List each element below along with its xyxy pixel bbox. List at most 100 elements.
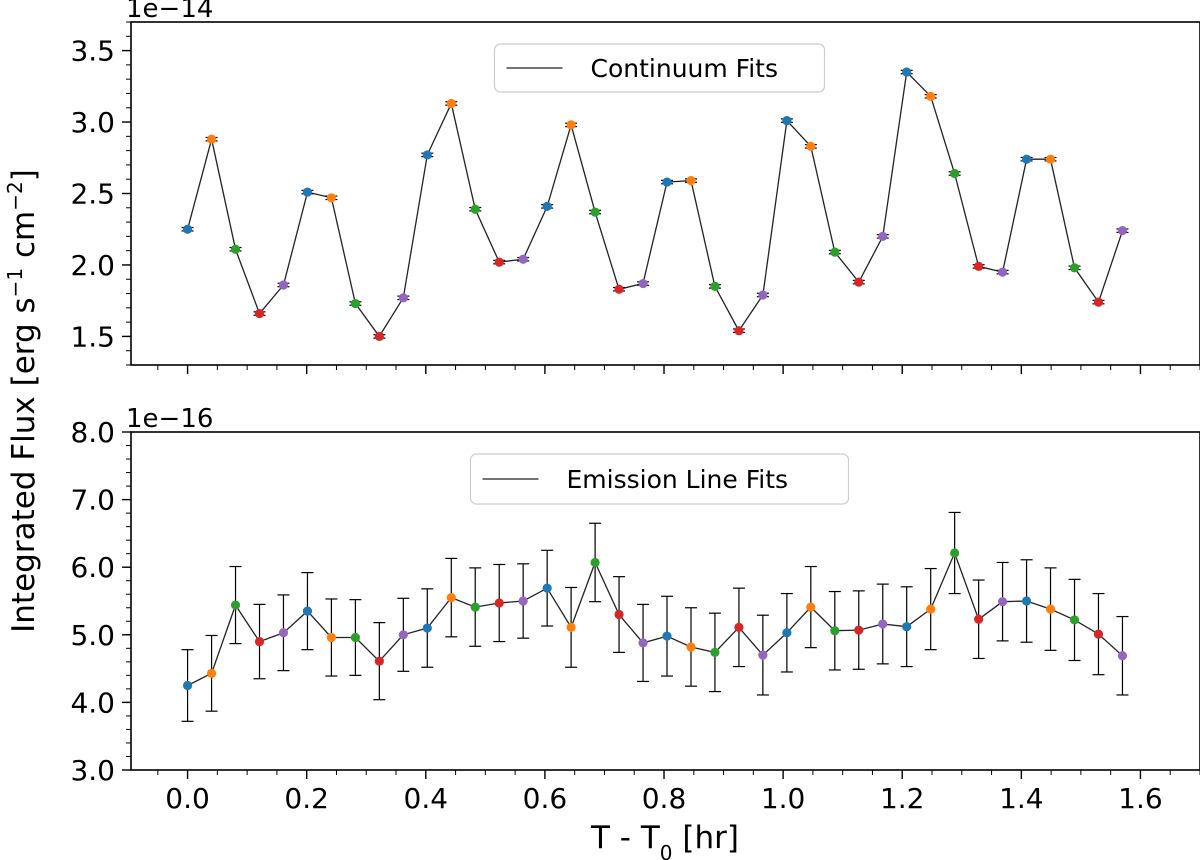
legend-box xyxy=(469,453,850,505)
data-point xyxy=(878,619,888,629)
data-point xyxy=(1045,604,1056,614)
y-tick-label: 3.0 xyxy=(70,754,115,787)
data-point xyxy=(326,193,337,203)
data-point xyxy=(758,650,768,660)
data-point xyxy=(1093,297,1104,307)
data-point xyxy=(734,622,744,632)
data-point xyxy=(374,656,384,666)
data-point xyxy=(374,331,384,342)
data-point xyxy=(494,257,504,267)
data-point xyxy=(854,625,864,635)
data-point xyxy=(1021,154,1032,164)
data-point xyxy=(230,600,241,610)
data-point xyxy=(950,548,960,558)
data-point xyxy=(422,623,432,633)
data-point xyxy=(997,267,1008,277)
data-point xyxy=(734,326,744,336)
data-point xyxy=(206,134,217,144)
data-point xyxy=(254,308,265,319)
data-point xyxy=(782,116,792,126)
data-point xyxy=(590,207,600,217)
data-point xyxy=(686,176,696,186)
offset-text: 1e−16 xyxy=(126,404,213,434)
data-point xyxy=(494,598,504,608)
data-point xyxy=(446,593,456,603)
y-tick-label: 3.0 xyxy=(70,106,115,139)
data-point xyxy=(446,98,456,109)
data-point xyxy=(974,261,984,271)
data-point xyxy=(854,277,864,287)
data-point xyxy=(518,596,528,606)
data-point xyxy=(590,557,600,568)
y-tick-label: 3.5 xyxy=(70,35,115,68)
data-point xyxy=(1021,596,1032,606)
y-tick-label: 4.0 xyxy=(70,686,115,719)
data-point xyxy=(206,668,217,678)
y-tick-label: 7.0 xyxy=(70,484,115,517)
y-tick-label: 1.5 xyxy=(70,320,115,353)
data-point xyxy=(614,609,624,620)
data-point xyxy=(350,632,361,643)
data-point xyxy=(710,281,720,291)
x-axis-label: T - T0 [hr] xyxy=(590,820,739,860)
data-point xyxy=(470,204,480,214)
y-tick-label: 5.0 xyxy=(70,619,115,652)
data-point xyxy=(662,177,672,187)
series-line xyxy=(186,70,1124,338)
data-point xyxy=(278,280,289,290)
data-point xyxy=(182,224,193,234)
data-point xyxy=(950,168,960,179)
data-point xyxy=(182,680,193,691)
data-point xyxy=(542,201,552,211)
emission-line-panel: 3.0 4.0 5.0 6.0 7.0 8.0 0.0 0.2 0.4 0.6 0.8 1.0 1.2 1… xyxy=(70,404,1200,815)
y-tick-label: 6.0 xyxy=(70,551,115,584)
data-point xyxy=(1117,651,1128,661)
data-point xyxy=(974,614,984,624)
x-tick-label: 0.0 xyxy=(165,782,210,815)
data-point xyxy=(398,293,408,303)
data-point xyxy=(326,632,337,643)
data-point xyxy=(782,628,792,638)
data-point xyxy=(1093,629,1104,639)
legend-label: Emission Line Fits xyxy=(567,465,789,494)
y-tick-label: 2.0 xyxy=(70,249,115,282)
data-point xyxy=(278,628,289,638)
data-point xyxy=(1069,263,1080,273)
data-point xyxy=(926,604,936,614)
series-line xyxy=(187,551,1123,687)
data-point xyxy=(830,626,840,636)
offset-text: 1e−14 xyxy=(126,0,213,24)
legend-label: Continuum Fits xyxy=(591,54,779,83)
data-point xyxy=(902,67,912,77)
y-tick-label: 8.0 xyxy=(70,416,115,449)
x-tick-label: 0.4 xyxy=(404,782,449,815)
x-tick-label: 1.2 xyxy=(880,782,925,815)
data-point xyxy=(542,583,552,593)
data-point xyxy=(566,120,576,130)
data-point xyxy=(758,290,768,300)
data-point xyxy=(806,141,816,151)
data-point xyxy=(254,636,265,647)
data-point xyxy=(686,642,696,652)
data-point xyxy=(302,606,313,616)
data-point xyxy=(566,622,576,632)
data-point xyxy=(878,231,888,241)
data-point xyxy=(302,187,313,197)
data-point xyxy=(1069,615,1080,625)
data-point xyxy=(662,631,672,641)
x-tick-label: 1.6 xyxy=(1118,782,1163,815)
data-point xyxy=(1117,226,1128,236)
data-point xyxy=(830,247,840,257)
data-point xyxy=(638,638,648,648)
data-point xyxy=(997,597,1008,607)
data-point xyxy=(902,622,912,632)
data-point xyxy=(470,602,480,612)
data-point xyxy=(350,298,361,309)
data-point xyxy=(230,244,241,254)
data-point xyxy=(1045,154,1056,164)
x-tick-label: 1.0 xyxy=(761,782,806,815)
plot-frame xyxy=(130,431,1200,771)
y-tick-label: 2.5 xyxy=(70,178,115,211)
data-point xyxy=(926,91,936,101)
